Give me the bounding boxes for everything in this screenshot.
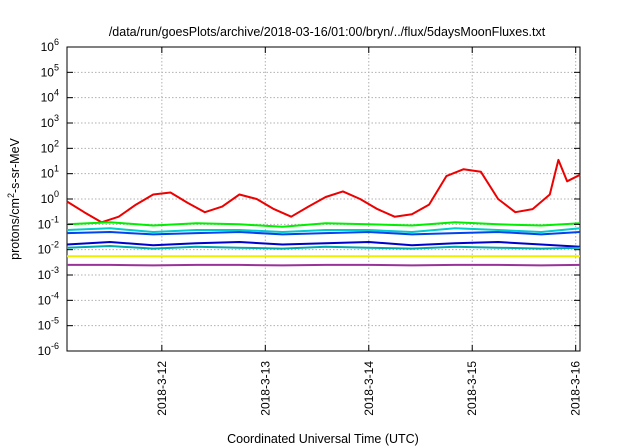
data-series-line-6 (66, 245, 581, 250)
y-axis-title-rest: -s-sr-MeV (8, 137, 22, 193)
x-tick-label: 2018-3-12 (155, 361, 169, 416)
chart-title: /data/run/goesPlots/archive/2018-03-16/0… (109, 25, 546, 39)
data-series-line-3 (66, 227, 581, 233)
y-tick-label: 105 (41, 62, 59, 79)
y-tick-label: 10-2 (38, 240, 59, 257)
y-axis-ticks: 10-6 10-5 10-4 10-3 10-2 10-1 100 101 102 103 104 1… (38, 37, 580, 358)
data-series-line-4 (66, 231, 581, 236)
data-series-line-5 (66, 241, 581, 248)
y-tick-label: 10-1 (38, 214, 59, 231)
x-tick-label: 2018-3-13 (258, 361, 272, 416)
y-axis-title-sup: 2 (6, 193, 16, 198)
x-tick-label: 2018-3-15 (465, 361, 479, 416)
y-tick-label: 106 (41, 37, 59, 54)
y-axis-title-base: protons/cm (8, 198, 22, 260)
data-series-group (66, 158, 581, 267)
y-tick-label: 103 (41, 113, 59, 130)
y-axis-title: protons/cm2-s-sr-MeV (6, 137, 22, 259)
data-series-line-8 (67, 263, 581, 267)
y-tick-label: 102 (41, 138, 59, 155)
y-tick-label: 101 (41, 164, 59, 181)
x-axis-title: Coordinated Universal Time (UTC) (227, 432, 419, 446)
y-tick-label: 100 (41, 189, 59, 206)
data-series-line-1 (66, 158, 581, 224)
y-tick-label: 10-3 (38, 265, 59, 282)
x-tick-label: 2018-3-16 (569, 361, 583, 416)
y-tick-label: 10-4 (38, 290, 59, 307)
x-axis-ticks: 2018-3-12 2018-3-13 2018-3-14 2018-3-15 2018… (155, 47, 583, 416)
data-series-line-2 (66, 221, 581, 228)
y-tick-label: 104 (41, 88, 59, 105)
x-tick-label: 2018-3-14 (362, 361, 376, 416)
y-tick-label: 10-6 (38, 341, 59, 358)
y-tick-label: 10-5 (38, 316, 59, 333)
